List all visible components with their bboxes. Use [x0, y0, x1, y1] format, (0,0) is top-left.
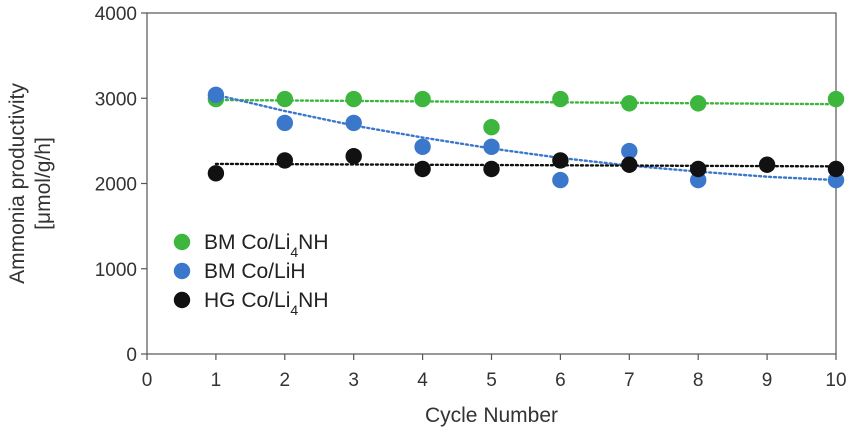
x-tick-label: 6 — [555, 370, 566, 391]
data-point — [621, 156, 638, 173]
data-point — [276, 114, 293, 132]
x-tick-label: 1 — [211, 370, 222, 391]
x-tick-label: 9 — [762, 370, 773, 391]
data-point — [276, 90, 293, 108]
data-point — [621, 95, 638, 112]
data-point — [345, 148, 362, 165]
y-tick-label: 3000 — [95, 89, 137, 110]
x-tick-label: 8 — [693, 370, 704, 391]
trend-lines — [214, 93, 838, 182]
trend-line — [214, 162, 838, 168]
data-point — [345, 114, 362, 132]
x-tick-label: 7 — [624, 370, 635, 391]
x-tick-label: 4 — [417, 370, 428, 391]
trend-line — [214, 98, 838, 106]
x-axis-title: Cycle Number — [425, 404, 558, 427]
data-point — [552, 171, 569, 189]
data-point — [690, 160, 707, 178]
x-tick-label: 0 — [142, 370, 153, 391]
data-point — [414, 138, 431, 156]
legend-label: BM Co/LiH — [204, 260, 306, 283]
data-point — [552, 152, 569, 169]
legend-marker — [173, 291, 191, 309]
y-tick-label: 0 — [126, 345, 137, 366]
legend-marker — [173, 262, 191, 280]
y-axis-unit: [μmol/g/h] — [32, 137, 55, 230]
data-point — [207, 165, 225, 182]
x-tick-label: 2 — [280, 370, 291, 391]
data-points — [207, 86, 845, 189]
data-point — [483, 119, 500, 136]
y-axis-title: Ammonia productivity — [6, 83, 29, 284]
legend-label: BM Co/Li4NH — [204, 231, 329, 260]
legend-label: HG Co/Li4NH — [204, 289, 329, 318]
data-point — [621, 142, 638, 160]
x-tick-label: 10 — [825, 370, 846, 391]
data-point — [690, 95, 707, 112]
trend-line — [214, 93, 838, 182]
data-point — [827, 90, 845, 108]
data-point — [345, 90, 362, 108]
y-tick-label: 1000 — [95, 260, 137, 281]
data-point — [276, 152, 293, 169]
axes: 0 1 2 3 4 5 6 7 8 9 10 0 1000 2000 3000 4000 — [95, 4, 847, 391]
data-point — [414, 90, 431, 108]
data-point — [207, 86, 225, 104]
data-point — [483, 160, 500, 178]
data-point — [483, 138, 500, 156]
data-point — [758, 156, 776, 173]
data-point — [414, 160, 431, 178]
data-point — [552, 90, 569, 108]
x-tick-label: 5 — [486, 370, 497, 391]
y-tick-label: 4000 — [95, 4, 137, 25]
legend-marker — [173, 233, 191, 251]
y-tick-label: 2000 — [95, 175, 137, 196]
x-tick-label: 3 — [348, 370, 359, 391]
data-point — [827, 160, 845, 178]
